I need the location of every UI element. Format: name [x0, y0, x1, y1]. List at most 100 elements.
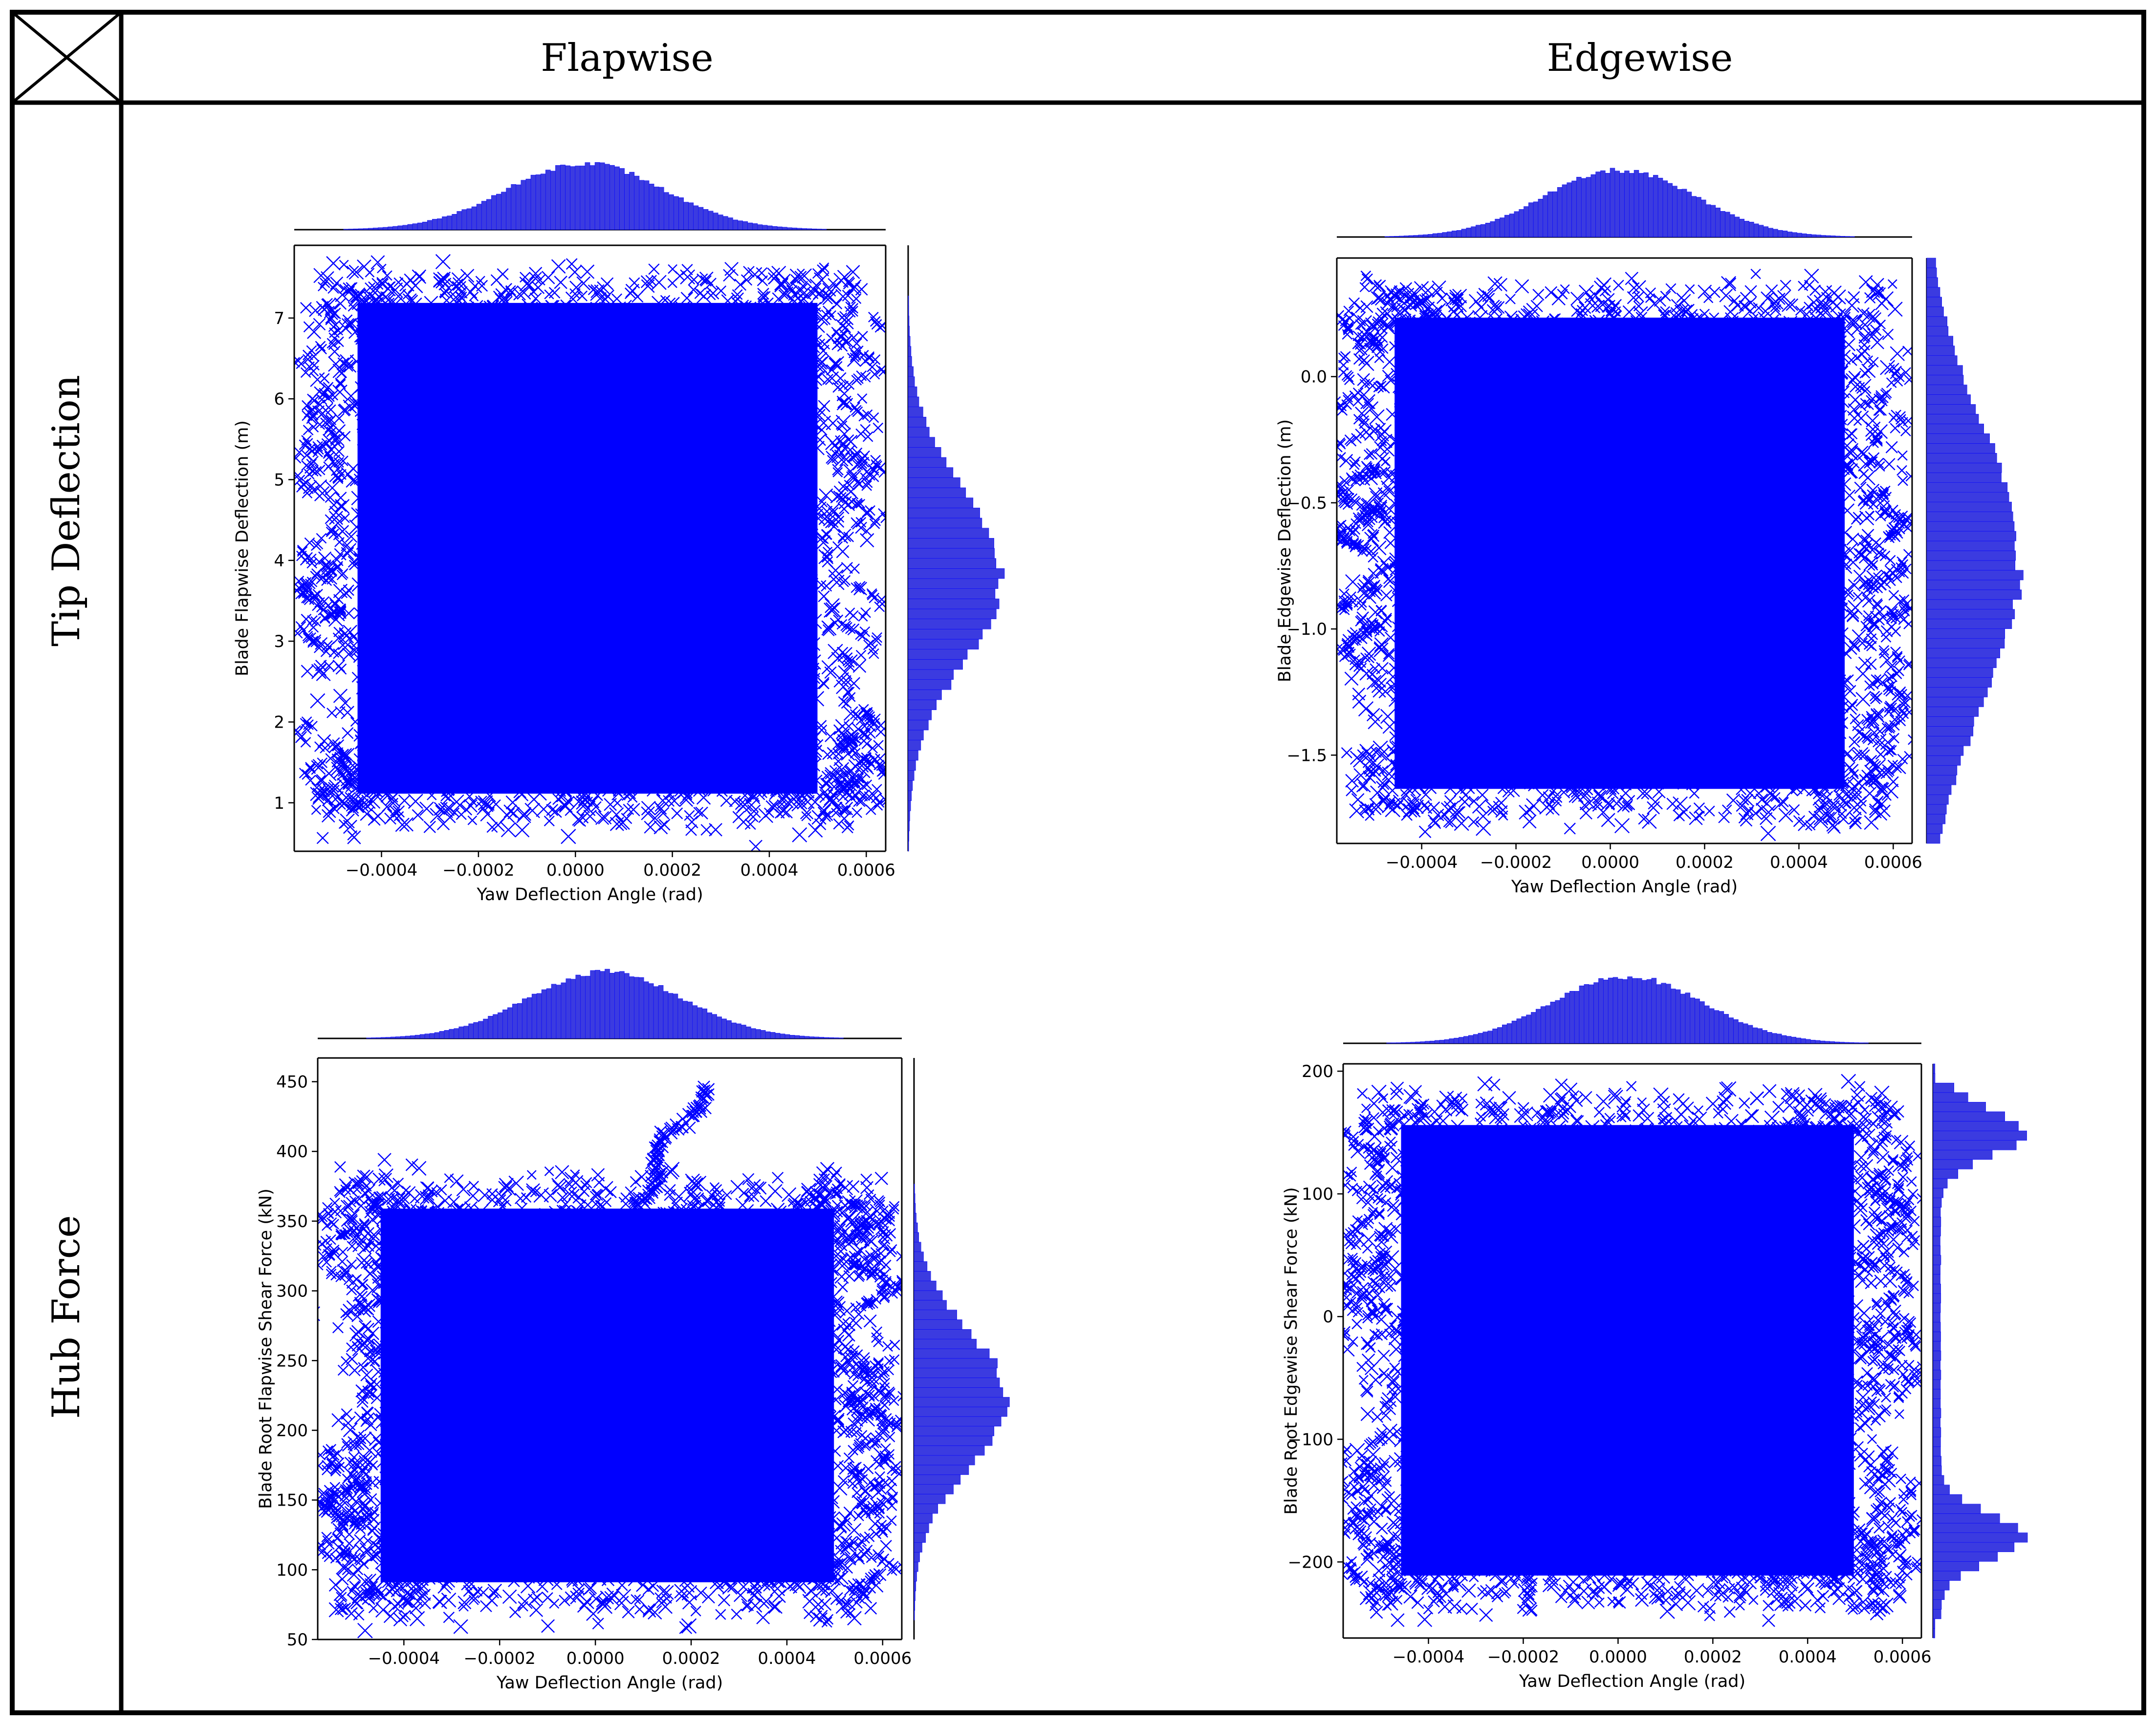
x-tick-label: −0.0002	[442, 861, 514, 880]
right-hist-bar	[914, 1542, 922, 1552]
right-hist-bar	[914, 1213, 916, 1223]
top-hist-bar	[556, 985, 562, 1039]
y-tick-label: 1	[274, 794, 284, 813]
top-hist-bar	[669, 194, 674, 230]
top-hist-bar	[1514, 211, 1520, 237]
top-hist-bar	[590, 970, 595, 1039]
top-hist-bar	[1791, 1036, 1796, 1044]
top-hist-bar	[762, 225, 768, 230]
top-hist-bar	[589, 165, 595, 230]
right-hist-bar	[1926, 726, 1974, 736]
top-hist-bar	[784, 1034, 790, 1039]
top-hist-bar	[452, 214, 457, 230]
top-hist-bar	[1487, 1031, 1493, 1044]
right-hist-bar	[908, 690, 942, 700]
top-hist-bar	[1576, 177, 1582, 237]
top-hist-bar	[594, 162, 600, 230]
top-hist-bar	[376, 1037, 381, 1039]
right-hist-bar	[1933, 1149, 1993, 1160]
top-hist-bar	[728, 217, 733, 230]
top-hist-bar	[1495, 218, 1500, 237]
top-hist-bar	[566, 978, 571, 1039]
right-hist-bar	[914, 1358, 998, 1368]
top-hist-bar	[1526, 1014, 1531, 1044]
right-hist-bar	[914, 1445, 985, 1456]
right-hist-bar	[1926, 687, 1988, 697]
top-hist-bar	[668, 993, 674, 1039]
right-hist-bar	[908, 831, 909, 841]
top-hist-bar	[1643, 172, 1649, 237]
top-hist-bar	[410, 1035, 415, 1039]
right-hist-bar	[1926, 443, 1995, 453]
top-hist-bar	[1810, 1040, 1816, 1044]
row-header-tip-deflection: Tip Deflection	[44, 375, 88, 647]
top-hist-bar	[1671, 989, 1676, 1044]
scatter-markers	[1343, 1074, 1921, 1627]
right-hist-bar	[914, 1455, 975, 1466]
right-hist-bar	[1926, 355, 1958, 366]
top-hist-bar	[698, 207, 704, 230]
top-hist-bar	[1629, 173, 1634, 237]
top-hist-bar	[733, 219, 738, 230]
top-hist-bar	[629, 976, 634, 1039]
y-tick-label: 200	[276, 1421, 308, 1441]
top-hist-bar	[511, 184, 517, 230]
top-hist-bar	[614, 971, 620, 1039]
top-hist-bar	[391, 1036, 396, 1039]
top-hist-bar	[1744, 221, 1749, 237]
top-hist-bar	[493, 1014, 498, 1039]
x-tick-label: 0.0002	[1676, 853, 1734, 872]
top-hist-bar	[400, 1036, 406, 1039]
top-hist-bar	[1432, 233, 1438, 237]
top-hist-bar	[1562, 184, 1568, 237]
top-hist-bar	[1675, 989, 1681, 1044]
right-hist-bar	[914, 1552, 920, 1562]
top-hist-bar	[1500, 217, 1505, 237]
top-hist-bar	[1516, 1018, 1522, 1044]
right-hist-bar	[908, 720, 929, 731]
x-axis-label: Yaw Deflection Angle (rad)	[1511, 877, 1738, 897]
right-hist-bar	[1933, 1207, 1941, 1217]
right-hist-bar	[1926, 628, 2005, 639]
top-hist-bar	[516, 184, 522, 230]
x-tick-label: 0.0000	[1589, 1647, 1647, 1667]
right-hist-bar	[908, 336, 911, 346]
right-hist-bar	[914, 1261, 928, 1272]
top-hist-bar	[1399, 236, 1404, 237]
top-hist-bar	[1733, 1019, 1739, 1044]
right-hist-bar	[1933, 1274, 1940, 1284]
right-hist-bar	[1933, 1618, 1936, 1629]
right-hist-bar	[908, 730, 924, 740]
top-hist-bar	[1734, 216, 1740, 237]
top-hist-bar	[358, 228, 364, 230]
right-hist-bar	[1933, 1159, 1973, 1169]
top-hist-bar	[1401, 1042, 1406, 1044]
right-hist-bar	[908, 387, 917, 397]
right-hist-bar	[1933, 1264, 1940, 1275]
right-hist-bar	[908, 780, 913, 791]
top-hist-bar	[392, 226, 398, 230]
table-border	[10, 10, 2146, 1715]
top-hist-bar	[600, 971, 605, 1039]
right-hist-bar	[1926, 375, 1964, 385]
top-hist-bar	[1806, 1039, 1811, 1044]
top-hist-bar	[794, 1035, 800, 1039]
top-hist-bar	[1738, 1022, 1743, 1044]
x-tick-label: 0.0002	[662, 1649, 720, 1668]
right-hist-bar	[908, 518, 982, 528]
right-hist-bar	[1926, 668, 1993, 678]
top-hist-bar	[1435, 1040, 1440, 1044]
top-hist-bar	[1405, 1042, 1411, 1044]
top-hist-bar	[693, 205, 699, 230]
right-hist-bar	[914, 1280, 936, 1291]
top-hist-bar	[1524, 206, 1529, 237]
top-hist-bar	[506, 188, 511, 230]
right-hist-bar	[1926, 697, 1984, 707]
y-tick-label: −200	[1288, 1552, 1333, 1572]
right-hist-bar	[914, 1610, 915, 1620]
right-hist-bar	[1933, 1408, 1941, 1418]
right-hist-bar	[908, 528, 989, 539]
right-hist-bar	[908, 477, 960, 488]
top-hist-bar	[738, 220, 743, 230]
top-hist-bar	[540, 173, 546, 230]
